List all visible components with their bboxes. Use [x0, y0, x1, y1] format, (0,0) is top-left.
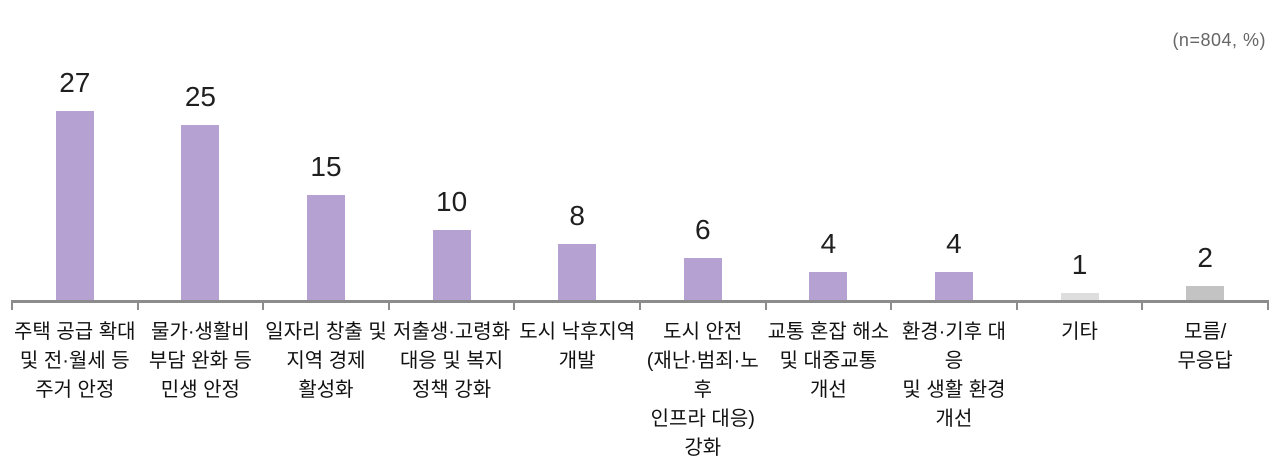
axis-tick — [1267, 300, 1269, 310]
category-label-line: 활성화 — [298, 379, 354, 401]
bar-column: 8 — [514, 0, 640, 300]
bar-column: 4 — [766, 0, 892, 300]
bar — [181, 125, 220, 300]
category-label-line: 부담 완화 등 — [148, 350, 252, 372]
category-label-line: 일자리 창출 및 — [265, 321, 387, 343]
category-label-line: (재난·범죄·노후 — [646, 350, 759, 401]
category-label-line: 정책 강화 — [411, 379, 492, 401]
axis-tick — [262, 300, 265, 310]
category-labels: 주택 공급 확대 및 전·월세 등 주거 안정 물가·생활비 부담 완화 등 민생 안정 일… — [12, 318, 1268, 463]
bar — [55, 111, 94, 300]
category-label-line: 강화 — [684, 437, 722, 459]
value-label: 2 — [1197, 242, 1213, 273]
value-label: 1 — [1071, 249, 1088, 280]
axis-tick — [11, 300, 13, 310]
bar — [1186, 286, 1225, 300]
value-label: 6 — [694, 214, 711, 245]
category-label-line: 개발 — [558, 350, 596, 372]
bar — [809, 272, 848, 300]
bar-column: 1 — [1017, 0, 1143, 300]
category-label-line: 지역 경제 — [286, 350, 366, 372]
axis-tick — [513, 300, 516, 310]
category-label-line: 및 생활 환경 — [902, 379, 1006, 401]
axis-tick — [136, 300, 139, 310]
plot-area: 27 25 15 10 8 6 4 4 1 2 — [11, 0, 1269, 310]
category-label-line: 개선 — [935, 408, 973, 430]
category-label-line: 및 대중교통 — [779, 350, 878, 372]
category-label: 기타 — [1017, 318, 1143, 463]
bar-column: 6 — [640, 0, 766, 300]
value-label: 10 — [436, 186, 468, 217]
category-label-line: 저출생·고령화 — [393, 321, 511, 343]
category-label-line: 개선 — [809, 379, 847, 401]
category-label-line: 도시 안전 — [663, 321, 743, 343]
bar — [683, 258, 722, 300]
axis-tick — [639, 300, 641, 310]
axis-tick — [1141, 300, 1144, 310]
axis-tick — [764, 300, 767, 310]
category-label-line: 모름/ — [1183, 321, 1227, 343]
category-label-line: 및 전·월세 등 — [19, 350, 130, 372]
category-label-line: 환경·기후 대응 — [901, 321, 1007, 372]
category-label-line: 주거 안정 — [35, 379, 115, 401]
category-label-line: 물가·생활비 — [151, 321, 250, 343]
axis-tick — [387, 300, 390, 310]
sample-size-note: (n=804, %) — [1172, 30, 1266, 50]
axis-tick — [1015, 300, 1018, 310]
bar-column: 10 — [389, 0, 515, 300]
value-label: 27 — [59, 67, 91, 98]
category-label-line: 교통 혼잡 해소 — [767, 321, 890, 343]
value-label: 4 — [946, 228, 962, 259]
category-label-line: 민생 안정 — [160, 379, 240, 401]
bar — [1060, 293, 1099, 300]
bar-column: 2 — [1142, 0, 1268, 300]
category-label-line: 대응 및 복지 — [400, 350, 504, 372]
value-label: 15 — [310, 151, 342, 182]
category-label-line: 기타 — [1061, 321, 1098, 343]
bar — [934, 272, 973, 300]
bar — [432, 230, 471, 300]
category-label-line: 주택 공급 확대 — [14, 321, 136, 343]
bar — [306, 195, 345, 300]
bar-column: 15 — [263, 0, 389, 300]
bar-column: 27 — [12, 0, 138, 300]
value-label: 4 — [820, 228, 837, 259]
bar — [558, 244, 597, 300]
value-label: 8 — [569, 200, 585, 231]
bar-column: 25 — [138, 0, 264, 300]
category-label-line: 인프라 대응) — [650, 408, 755, 430]
value-label: 25 — [184, 81, 216, 112]
category-label-line: 무응답 — [1177, 350, 1233, 372]
axis-tick — [890, 300, 893, 310]
bar-column: 4 — [891, 0, 1017, 300]
category-label: 모름/무응답 — [1142, 318, 1268, 463]
category-label-line: 도시 낙후지역 — [519, 321, 636, 343]
